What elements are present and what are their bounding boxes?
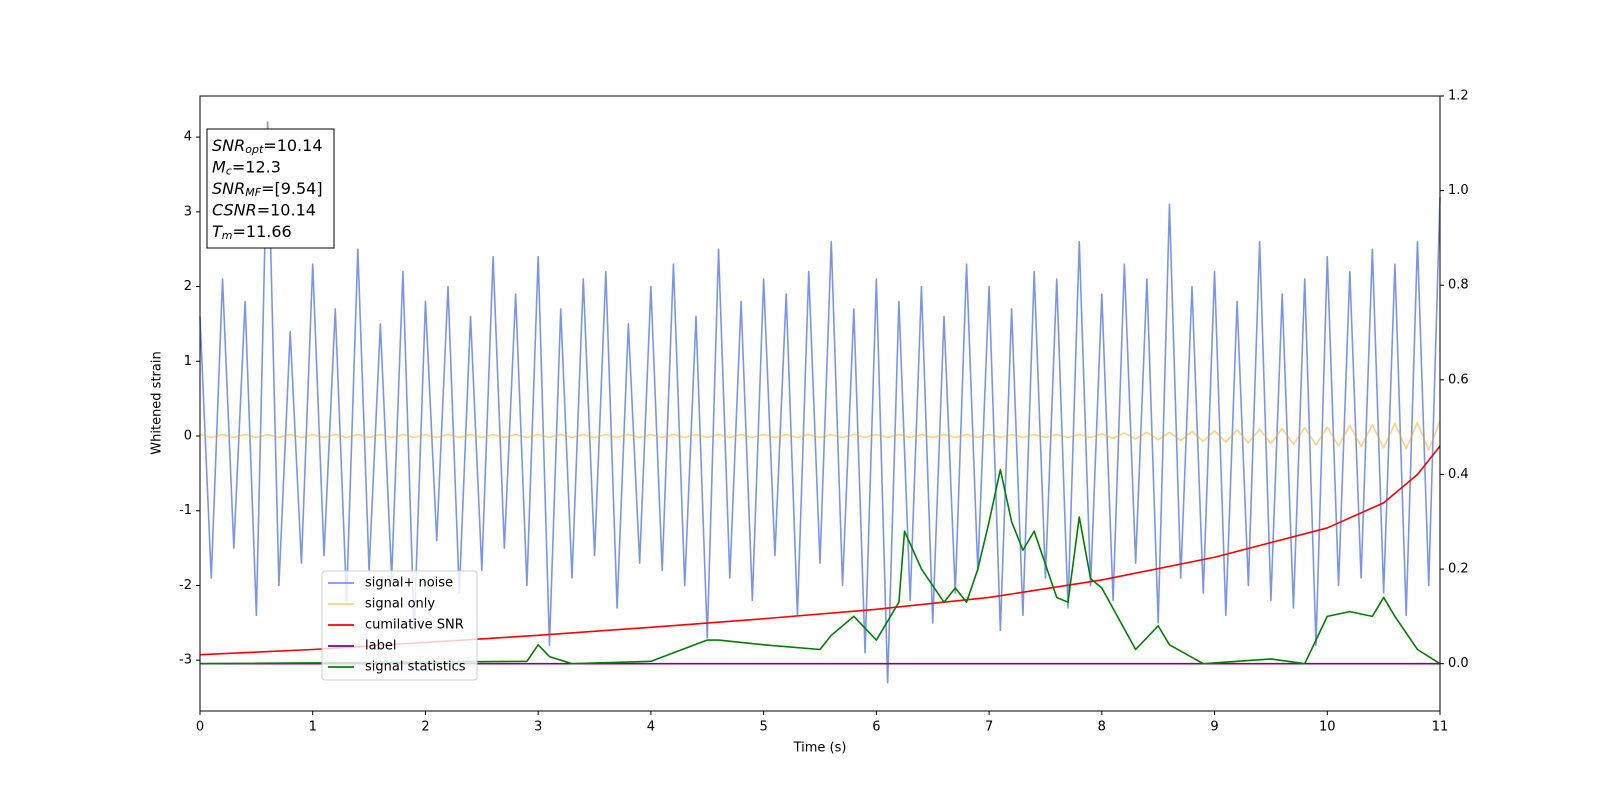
legend-frame xyxy=(321,570,478,681)
x-axis-label: Time (s) xyxy=(793,741,847,756)
y2-tick-label: 0.4 xyxy=(1448,467,1469,482)
y2-tick-label: 1.2 xyxy=(1448,89,1469,104)
x-tick-label: 2 xyxy=(421,720,429,735)
annotation-line: SNRMF=[9.54] xyxy=(212,179,323,200)
annotation-text: =10.14 xyxy=(263,136,322,155)
y2-tick-label: 0.6 xyxy=(1448,372,1469,387)
y-tick-label: 0 xyxy=(184,429,192,444)
annotation-line: Tm=11.66 xyxy=(212,222,292,243)
x-tick-label: 7 xyxy=(985,720,993,735)
annotation-text: =[9.54] xyxy=(261,179,323,198)
annotation-frame xyxy=(206,128,335,249)
x-tick-label: 3 xyxy=(534,720,542,735)
annotation-subscript: c xyxy=(226,165,232,178)
legend-label: signal statistics xyxy=(365,660,466,675)
y-tick-label: 3 xyxy=(184,204,192,219)
annotation-symbol: M xyxy=(212,157,226,176)
y-tick-label: -3 xyxy=(179,653,192,668)
x-tick-label: 1 xyxy=(309,720,317,735)
legend-label: signal+ noise xyxy=(365,576,453,591)
x-tick-label: 9 xyxy=(1210,720,1218,735)
annotation-symbol: SNR xyxy=(212,179,245,198)
y-tick-label: 2 xyxy=(184,279,192,294)
annotation-symbol: CSNR xyxy=(212,200,257,219)
annotation-text: =12.3 xyxy=(232,157,281,176)
y-tick-label: -1 xyxy=(179,503,192,518)
annotation-symbol: SNR xyxy=(212,136,245,155)
y2-tick-label: 0.2 xyxy=(1448,562,1469,577)
series-line xyxy=(199,121,1441,684)
y2-tick-label: 0.8 xyxy=(1448,278,1469,293)
annotation-line: SNRopt=10.14 xyxy=(212,136,323,157)
annotation-subscript: m xyxy=(222,229,233,242)
series-line xyxy=(199,468,1441,665)
y2-tick-label: 0.0 xyxy=(1448,656,1469,671)
y-tick-label: 1 xyxy=(184,354,192,369)
y2-tick-label: 1.0 xyxy=(1448,183,1469,198)
legend: signal+ noise signal only cumilative SNR la… xyxy=(321,570,478,681)
x-tick-label: 4 xyxy=(647,720,655,735)
annotation-subscript: MF xyxy=(245,186,261,199)
annotation-symbol: T xyxy=(212,222,223,241)
y-tick-label: 4 xyxy=(184,130,192,145)
annotation-line: Mc=12.3 xyxy=(212,157,281,178)
x-tick-label: 10 xyxy=(1319,720,1336,735)
annotation-text: =10.14 xyxy=(257,200,316,219)
y-axis-label: Whitened strain xyxy=(150,351,165,454)
x-tick-label: 6 xyxy=(872,720,880,735)
legend-label: cumilative SNR xyxy=(365,618,464,633)
y-tick-label: -2 xyxy=(179,578,192,593)
x-tick-label: 5 xyxy=(759,720,767,735)
annotation-line: CSNR=10.14 xyxy=(212,200,316,219)
annotation-text: =11.66 xyxy=(233,222,292,241)
series-line xyxy=(199,420,1441,451)
x-tick-label: 0 xyxy=(196,720,204,735)
axes-frame xyxy=(199,95,1441,712)
legend-label: signal only xyxy=(365,597,435,612)
x-tick-label: 8 xyxy=(1098,720,1106,735)
x-tick-label: 11 xyxy=(1432,720,1449,735)
annotation-box: SNRopt=10.14Mc=12.3SNRMF=[9.54]CSNR=10.1… xyxy=(206,128,335,249)
annotation-subscript: opt xyxy=(245,143,264,156)
legend-label: label xyxy=(365,639,396,654)
